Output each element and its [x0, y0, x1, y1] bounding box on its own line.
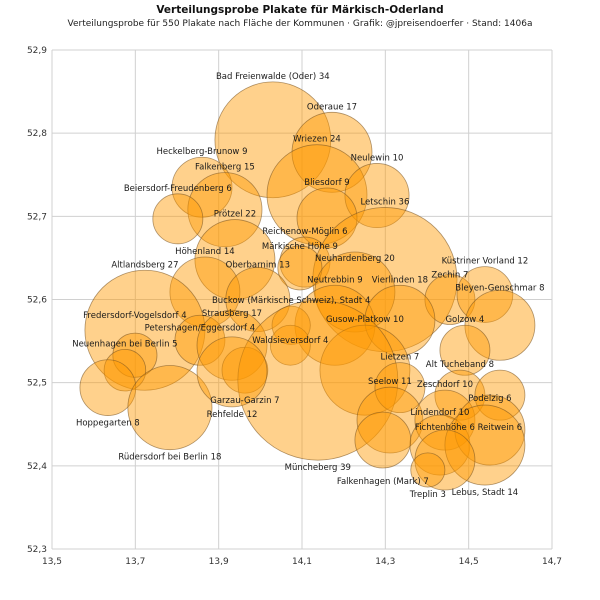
bubble	[364, 284, 436, 356]
bubble-label: Garzau-Garzin 7	[210, 396, 279, 406]
bubble	[410, 452, 446, 488]
bubble-label: Falkenberg 15	[195, 163, 255, 173]
y-tick-label: 52,3	[27, 545, 47, 555]
bubble-label: Seelow 11	[368, 377, 412, 387]
bubble	[294, 284, 376, 366]
bubble	[414, 429, 476, 491]
bubble	[196, 309, 268, 381]
chart-subtitle: Verteilungsprobe für 550 Plakate nach Fl…	[67, 19, 533, 29]
bubble-label: Oderaue 17	[307, 102, 357, 112]
x-tick-label: 13,7	[125, 557, 145, 567]
bubble	[152, 193, 204, 245]
bubble	[314, 251, 396, 333]
bubble-label: Beiersdorf-Freudenberg 6	[124, 184, 232, 194]
bubble	[174, 314, 226, 366]
y-tick-label: 52,7	[27, 212, 47, 222]
bubble	[439, 324, 491, 376]
bubble-label: Hoppegarten 8	[76, 419, 140, 429]
x-tick-label: 13,9	[209, 557, 229, 567]
bubble	[266, 144, 368, 246]
bubble-label: Zechin 7	[431, 271, 468, 281]
bubble	[296, 187, 358, 249]
x-tick-label: 13,5	[42, 557, 62, 567]
bubble	[279, 236, 331, 288]
bubble-label: Rehfelde 12	[207, 410, 258, 420]
bubble	[127, 365, 213, 451]
y-tick-label: 52,6	[27, 296, 47, 306]
bubble	[444, 404, 526, 486]
bubble-label: Bad Freienwalde (Oder) 34	[216, 72, 330, 82]
bubble-label: Küstriner Vorland 12	[442, 257, 529, 267]
bubble	[79, 359, 137, 416]
bubble-label: Neuenhagen bei Berlin 5	[72, 339, 177, 349]
bubble-label: Lietzen 7	[380, 353, 419, 363]
bubble-label: Neutrebbin 9	[307, 275, 363, 285]
bubble	[196, 336, 268, 408]
bubble-label: Neuhardenberg 20	[315, 254, 395, 264]
bubble	[277, 245, 323, 291]
bubble-label: Neulewin 10	[351, 153, 404, 163]
bubble-label: Petershagen/Eggersdorf 4	[145, 323, 256, 333]
bubble	[269, 324, 311, 366]
x-tick-label: 14,1	[292, 557, 312, 567]
bubble-label: Wriezen 24	[293, 135, 341, 145]
bubble	[103, 348, 147, 392]
bubble-label: Fichtenhöhe 6	[415, 423, 475, 433]
bubble-label: Reitwein 6	[478, 423, 523, 433]
bubble-label: Bliesdorf 9	[304, 178, 349, 188]
axis-ticks: 13,5 13,7 13,9 14,1 14,3 14,5 14,7 52,3 52,4 52,5…	[27, 46, 562, 567]
bubbles	[79, 81, 536, 491]
bubble-label: Reichenow-Möglin 6	[262, 227, 347, 237]
bubble-label: Müncheberg 39	[285, 463, 351, 473]
bubble-label: Buckow (Märkische Schweiz), Stadt 4	[212, 296, 370, 306]
bubble	[237, 299, 399, 461]
bubble-label: Gusow-Platkow 10	[326, 315, 404, 325]
bubble-label: Prötzel 22	[214, 210, 256, 220]
bubble	[112, 332, 158, 378]
bubble-label: Golzow 4	[445, 315, 484, 325]
chart-title: Verteilungsprobe Plakate für Märkisch-Od…	[156, 4, 444, 16]
bubble	[456, 266, 514, 323]
bubble-label: Zeschdorf 10	[417, 380, 473, 390]
bubble	[225, 267, 291, 332]
bubble	[474, 369, 526, 421]
bubble-label: Podelzig 6	[468, 394, 511, 404]
bubble-label: Lindendorf 10	[410, 408, 469, 418]
bubble-label: Falkenhagen (Mark) 7	[337, 477, 429, 487]
bubble-label: Bleyen-Genschmar 8	[455, 283, 544, 293]
bubble-label: Waldsieversdorf 4	[252, 336, 328, 346]
bubble	[424, 274, 476, 325]
x-tick-label: 14,5	[459, 557, 479, 567]
bubble	[291, 111, 373, 193]
bubble	[187, 172, 263, 248]
y-tick-label: 52,5	[27, 379, 47, 389]
bubble-label: Höhenland 14	[175, 247, 234, 257]
y-tick-label: 52,9	[27, 46, 47, 56]
bubble	[354, 411, 412, 469]
bubble-label: Oberbarnim 13	[226, 260, 290, 270]
bubble	[214, 81, 332, 199]
bubble	[194, 219, 276, 300]
bubble-label: Lebus, Stadt 14	[452, 488, 519, 498]
bubble-label: Letschin 36	[360, 197, 409, 207]
bubble-label: Altlandsberg 27	[111, 260, 178, 270]
bubble-label: Treplin 3	[409, 490, 446, 500]
bubble-label: Strausberg 17	[202, 309, 262, 319]
x-tick-label: 14,3	[375, 557, 395, 567]
x-tick-label: 14,7	[542, 557, 562, 567]
y-tick-label: 52,4	[27, 462, 47, 472]
bubble-label: Märkische Höhe 9	[262, 242, 338, 252]
bubble	[319, 324, 411, 416]
bubble-label: Vierlinden 18	[372, 275, 428, 285]
bubble	[171, 156, 233, 218]
bubble	[374, 362, 426, 414]
bubble-label: Rüdersdorf bei Berlin 18	[118, 453, 221, 463]
bubble-label: Alt Tucheband 8	[426, 360, 494, 370]
bubble-label: Heckelberg-Brunow 9	[157, 147, 248, 157]
bubble-label: Fredersdorf-Vogelsdorf 4	[83, 311, 187, 321]
y-tick-label: 52,8	[27, 129, 47, 139]
bubble-labels: Bad Freienwalde (Oder) 34 Oderaue 17 Hecke…	[72, 72, 544, 500]
